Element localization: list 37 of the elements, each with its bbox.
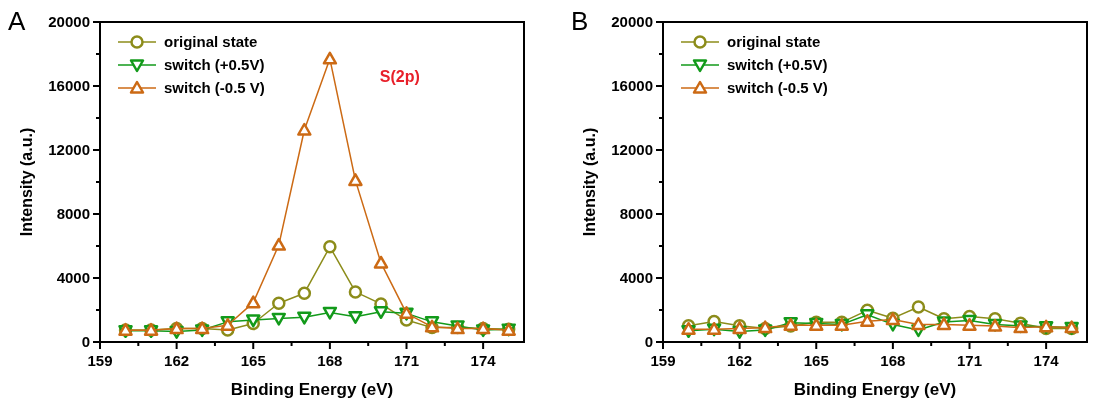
x-axis-title: Binding Energy (eV) — [793, 380, 957, 399]
y-tick-label: 12000 — [611, 141, 653, 158]
y-axis-title: Intensity (a.u.) — [581, 127, 598, 237]
x-tick-label: 174 — [470, 352, 497, 369]
y-tick-label: 0 — [81, 333, 90, 350]
x-tick-label: 162 — [164, 352, 190, 369]
x-tick-label: 162 — [727, 352, 753, 369]
legend-label: switch (-0.5 V) — [164, 79, 265, 96]
y-tick-label: 0 — [644, 333, 653, 350]
legend-label: switch (+0.5V) — [164, 56, 265, 73]
y-tick-label: 8000 — [56, 205, 90, 222]
y-tick-label: 4000 — [56, 269, 90, 286]
x-tick-label: 171 — [393, 352, 420, 369]
y-tick-label: 16000 — [48, 77, 90, 94]
x-tick-label: 165 — [803, 352, 829, 369]
y-axis-title: Intensity (a.u.) — [18, 127, 35, 237]
y-tick-label: 8000 — [619, 205, 653, 222]
y-tick-label: 20000 — [611, 13, 653, 30]
legend-label: switch (+0.5V) — [727, 56, 828, 73]
x-tick-label: 159 — [650, 352, 676, 369]
y-tick-label: 4000 — [619, 269, 653, 286]
legend-label: original state — [727, 33, 821, 50]
x-tick-label: 168 — [317, 352, 343, 369]
x-tick-label: 168 — [880, 352, 906, 369]
chart-title: B — [571, 6, 589, 36]
x-tick-label: 165 — [240, 352, 266, 369]
y-tick-label: 16000 — [611, 77, 653, 94]
y-tick-label: 12000 — [48, 141, 90, 158]
x-axis-title: Binding Energy (eV) — [230, 380, 394, 399]
annotation: S(2p) — [379, 68, 420, 85]
legend-label: original state — [164, 33, 258, 50]
x-tick-label: 171 — [956, 352, 983, 369]
x-tick-label: 174 — [1033, 352, 1060, 369]
y-tick-label: 20000 — [48, 13, 90, 30]
legend-label: switch (-0.5 V) — [727, 79, 828, 96]
chart-title: A — [8, 6, 26, 36]
x-tick-label: 159 — [87, 352, 113, 369]
